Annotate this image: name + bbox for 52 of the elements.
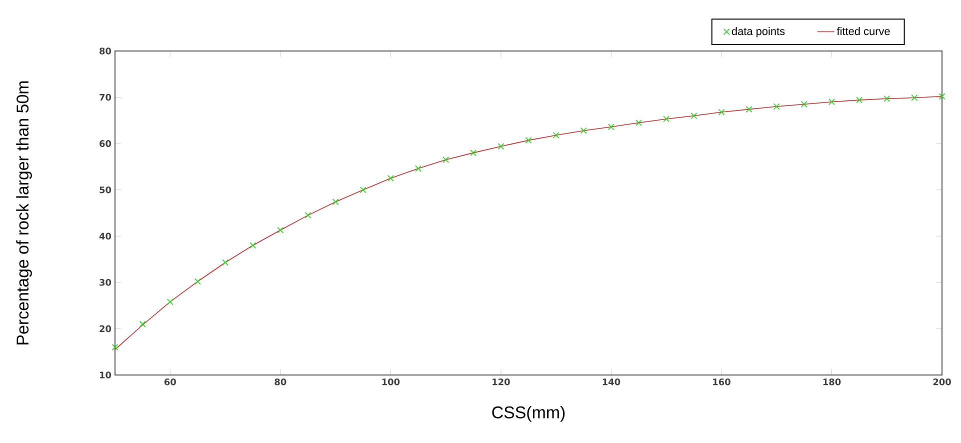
point [884, 95, 890, 102]
point [552, 132, 560, 138]
y-axis-title: Percentage of rock larger than 50m [16, 81, 32, 344]
legend-label: fitted curve [836, 27, 890, 36]
x-tick-label: 140 [602, 378, 620, 386]
point [690, 112, 698, 120]
point [414, 165, 422, 172]
y-tick-label: 30 [100, 279, 112, 286]
x-tick-label: 100 [382, 378, 400, 386]
point [194, 278, 201, 285]
point [222, 259, 229, 266]
point [911, 94, 918, 102]
point [773, 103, 780, 110]
point [663, 116, 670, 122]
point [525, 137, 532, 144]
point [250, 242, 256, 249]
point [112, 344, 118, 350]
point [304, 212, 312, 219]
x-tick-label: 180 [823, 378, 841, 386]
point [938, 93, 946, 100]
y-tick-label: 50 [100, 186, 112, 194]
point [166, 298, 174, 306]
y-tick-label: 20 [100, 325, 112, 332]
point [277, 226, 284, 234]
point [580, 127, 587, 134]
x-axis-title: CSS(mm) [492, 406, 565, 422]
point [608, 124, 614, 130]
point [332, 198, 339, 206]
point [800, 100, 808, 108]
y-tick-label: 80 [100, 48, 112, 54]
x-tick-label: 80 [274, 378, 286, 386]
x-tick-label: 200 [933, 378, 951, 386]
point [360, 186, 366, 194]
point [746, 106, 752, 113]
point [442, 156, 450, 164]
y-tick-label: 40 [99, 232, 112, 240]
point [139, 320, 146, 328]
y-tick-label: 60 [100, 140, 112, 147]
point [828, 98, 836, 106]
point [718, 108, 725, 116]
point [387, 175, 394, 182]
x-tick-label: 120 [492, 378, 510, 386]
y-tick-label: 10 [100, 372, 112, 378]
legend-label: data points [732, 27, 785, 38]
x-tick-label: 60 [164, 378, 176, 386]
point [470, 150, 477, 156]
line-series [115, 96, 942, 350]
point [636, 119, 642, 126]
point [856, 96, 863, 104]
point [498, 143, 504, 150]
y-tick-label: 70 [100, 94, 112, 101]
x-tick-label: 160 [713, 378, 730, 386]
